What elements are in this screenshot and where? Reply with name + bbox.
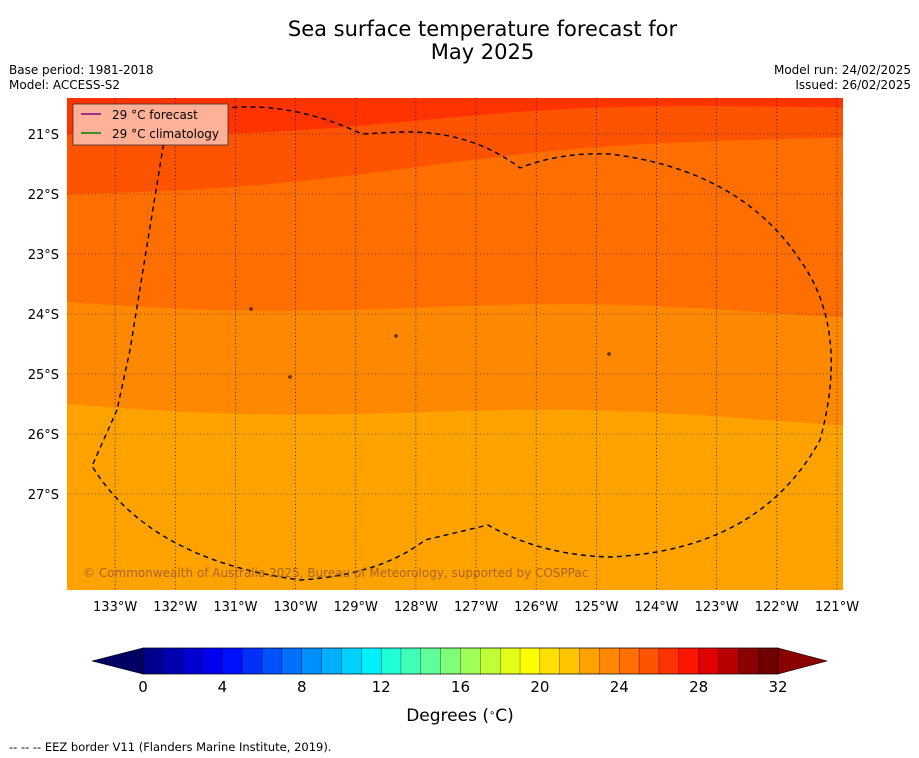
lon-tick-label: 133°W (93, 600, 137, 615)
model-run: Model run: 24/02/2025 (773, 63, 911, 77)
legend-box (72, 103, 229, 146)
colorbar-bin (400, 647, 422, 675)
colorbar-high-extend (777, 647, 829, 675)
colorbar-tick-label: 24 (610, 678, 629, 696)
colorbar-bin (658, 647, 680, 675)
lon-tick-label: 127°W (454, 600, 498, 615)
title-line-2: May 2025 (430, 40, 535, 64)
issued-date: Issued: 26/02/2025 (795, 78, 911, 92)
lon-tick-label: 122°W (755, 600, 799, 615)
map-area (67, 98, 843, 590)
lon-tick-label: 123°W (695, 600, 739, 615)
colorbar-bin (202, 647, 223, 675)
lon-tick-label: 124°W (634, 600, 678, 615)
base-period: Base period: 1981-2018 (9, 63, 154, 77)
colorbar-tick-label: 28 (689, 678, 708, 696)
lon-tick-label: 132°W (153, 600, 197, 615)
island-mark (394, 334, 398, 338)
colorbar-bin (559, 647, 581, 675)
colorbar-bin (539, 647, 561, 675)
colorbar-bin (579, 647, 600, 675)
colorbar-bin (301, 647, 323, 675)
lat-tick-label: 25°S (28, 368, 59, 383)
island-mark (607, 352, 611, 356)
colorbar-bin (758, 647, 779, 675)
colorbar-bin (162, 647, 184, 675)
eez-border (91, 106, 832, 581)
colorbar-bin (361, 647, 382, 675)
copyright-text: © Commonwealth of Australia 2025, Bureau… (83, 566, 588, 580)
colorbar-bin (698, 647, 719, 675)
meta-left: Base period: 1981-2018 Model: ACCESS-S2 (9, 63, 154, 93)
colorbar-bin (500, 647, 521, 675)
eez-footnote: -- -- -- EEZ border V11 (Flanders Marine… (9, 740, 332, 754)
colorbar-bin (460, 647, 481, 675)
lat-tick-label: 21°S (28, 128, 59, 143)
colorbar-bin (341, 647, 362, 675)
colorbar-bin (678, 647, 700, 675)
legend: 29 °C forecast 29 °C climatology (72, 103, 229, 146)
colorbar-bin (480, 647, 501, 675)
colorbar-bin (638, 647, 660, 675)
colorbar-bin (619, 647, 640, 675)
colorbar-bin (599, 647, 620, 675)
colorbar-low-extend (91, 647, 144, 675)
meta-right: Model run: 24/02/2025 Issued: 26/02/2025 (774, 63, 911, 93)
colorbar-bin (142, 647, 164, 675)
colorbar-label: Degrees (∘C) (406, 706, 514, 726)
legend-climatology-label: 29 °C climatology (112, 127, 219, 141)
legend-forecast-label: 29 °C forecast (112, 108, 198, 122)
lat-tick-label: 24°S (28, 308, 59, 323)
lat-tick-label: 26°S (28, 428, 59, 443)
chart-title: Sea surface temperature forecast for May… (0, 18, 919, 64)
title-line-1: Sea surface temperature forecast for (287, 17, 678, 41)
lat-tick-label: 27°S (28, 488, 59, 503)
colorbar-tick-label: 20 (530, 678, 549, 696)
model-name: Model: ACCESS-S2 (9, 78, 121, 92)
colorbar-frame (142, 647, 779, 675)
lon-tick-label: 129°W (334, 600, 378, 615)
colorbar-bin (380, 647, 402, 675)
colorbar-tick-label: 16 (451, 678, 470, 696)
colorbar-bin (321, 647, 342, 675)
colorbar-tick-label: 12 (372, 678, 391, 696)
lon-tick-label: 121°W (815, 600, 859, 615)
lon-tick-label: 125°W (574, 600, 618, 615)
lat-tick-label: 22°S (28, 188, 59, 203)
colorbar-tick-label: 4 (218, 678, 228, 696)
colorbar-bin (420, 647, 442, 675)
island-mark (288, 375, 292, 379)
colorbar-bin (222, 647, 243, 675)
colorbar-bin (718, 647, 739, 675)
lon-tick-label: 126°W (514, 600, 558, 615)
colorbar-bin (182, 647, 203, 675)
colorbar-tick-label: 32 (768, 678, 787, 696)
colorbar-bin (440, 647, 461, 675)
lon-tick-label: 130°W (274, 600, 318, 615)
temperature-field (67, 98, 843, 590)
lon-tick-label: 128°W (394, 600, 438, 615)
colorbar-bin (242, 647, 263, 675)
lat-tick-label: 23°S (28, 248, 59, 263)
lon-tick-label: 131°W (213, 600, 257, 615)
colorbar-tick-label: 8 (297, 678, 307, 696)
colorbar-bin (519, 647, 541, 675)
colorbar-bin (281, 647, 303, 675)
island-mark (249, 307, 253, 311)
colorbar-tick-label: 0 (138, 678, 148, 696)
axes: 21°S 22°S 23°S 24°S 25°S 26°S 27°S 133°W 132°W 13… (28, 128, 860, 615)
colorbar-bin (261, 647, 283, 675)
colorbar-bin (738, 647, 759, 675)
colorbar: 0 4 8 12 16 20 24 28 32 (91, 647, 829, 696)
